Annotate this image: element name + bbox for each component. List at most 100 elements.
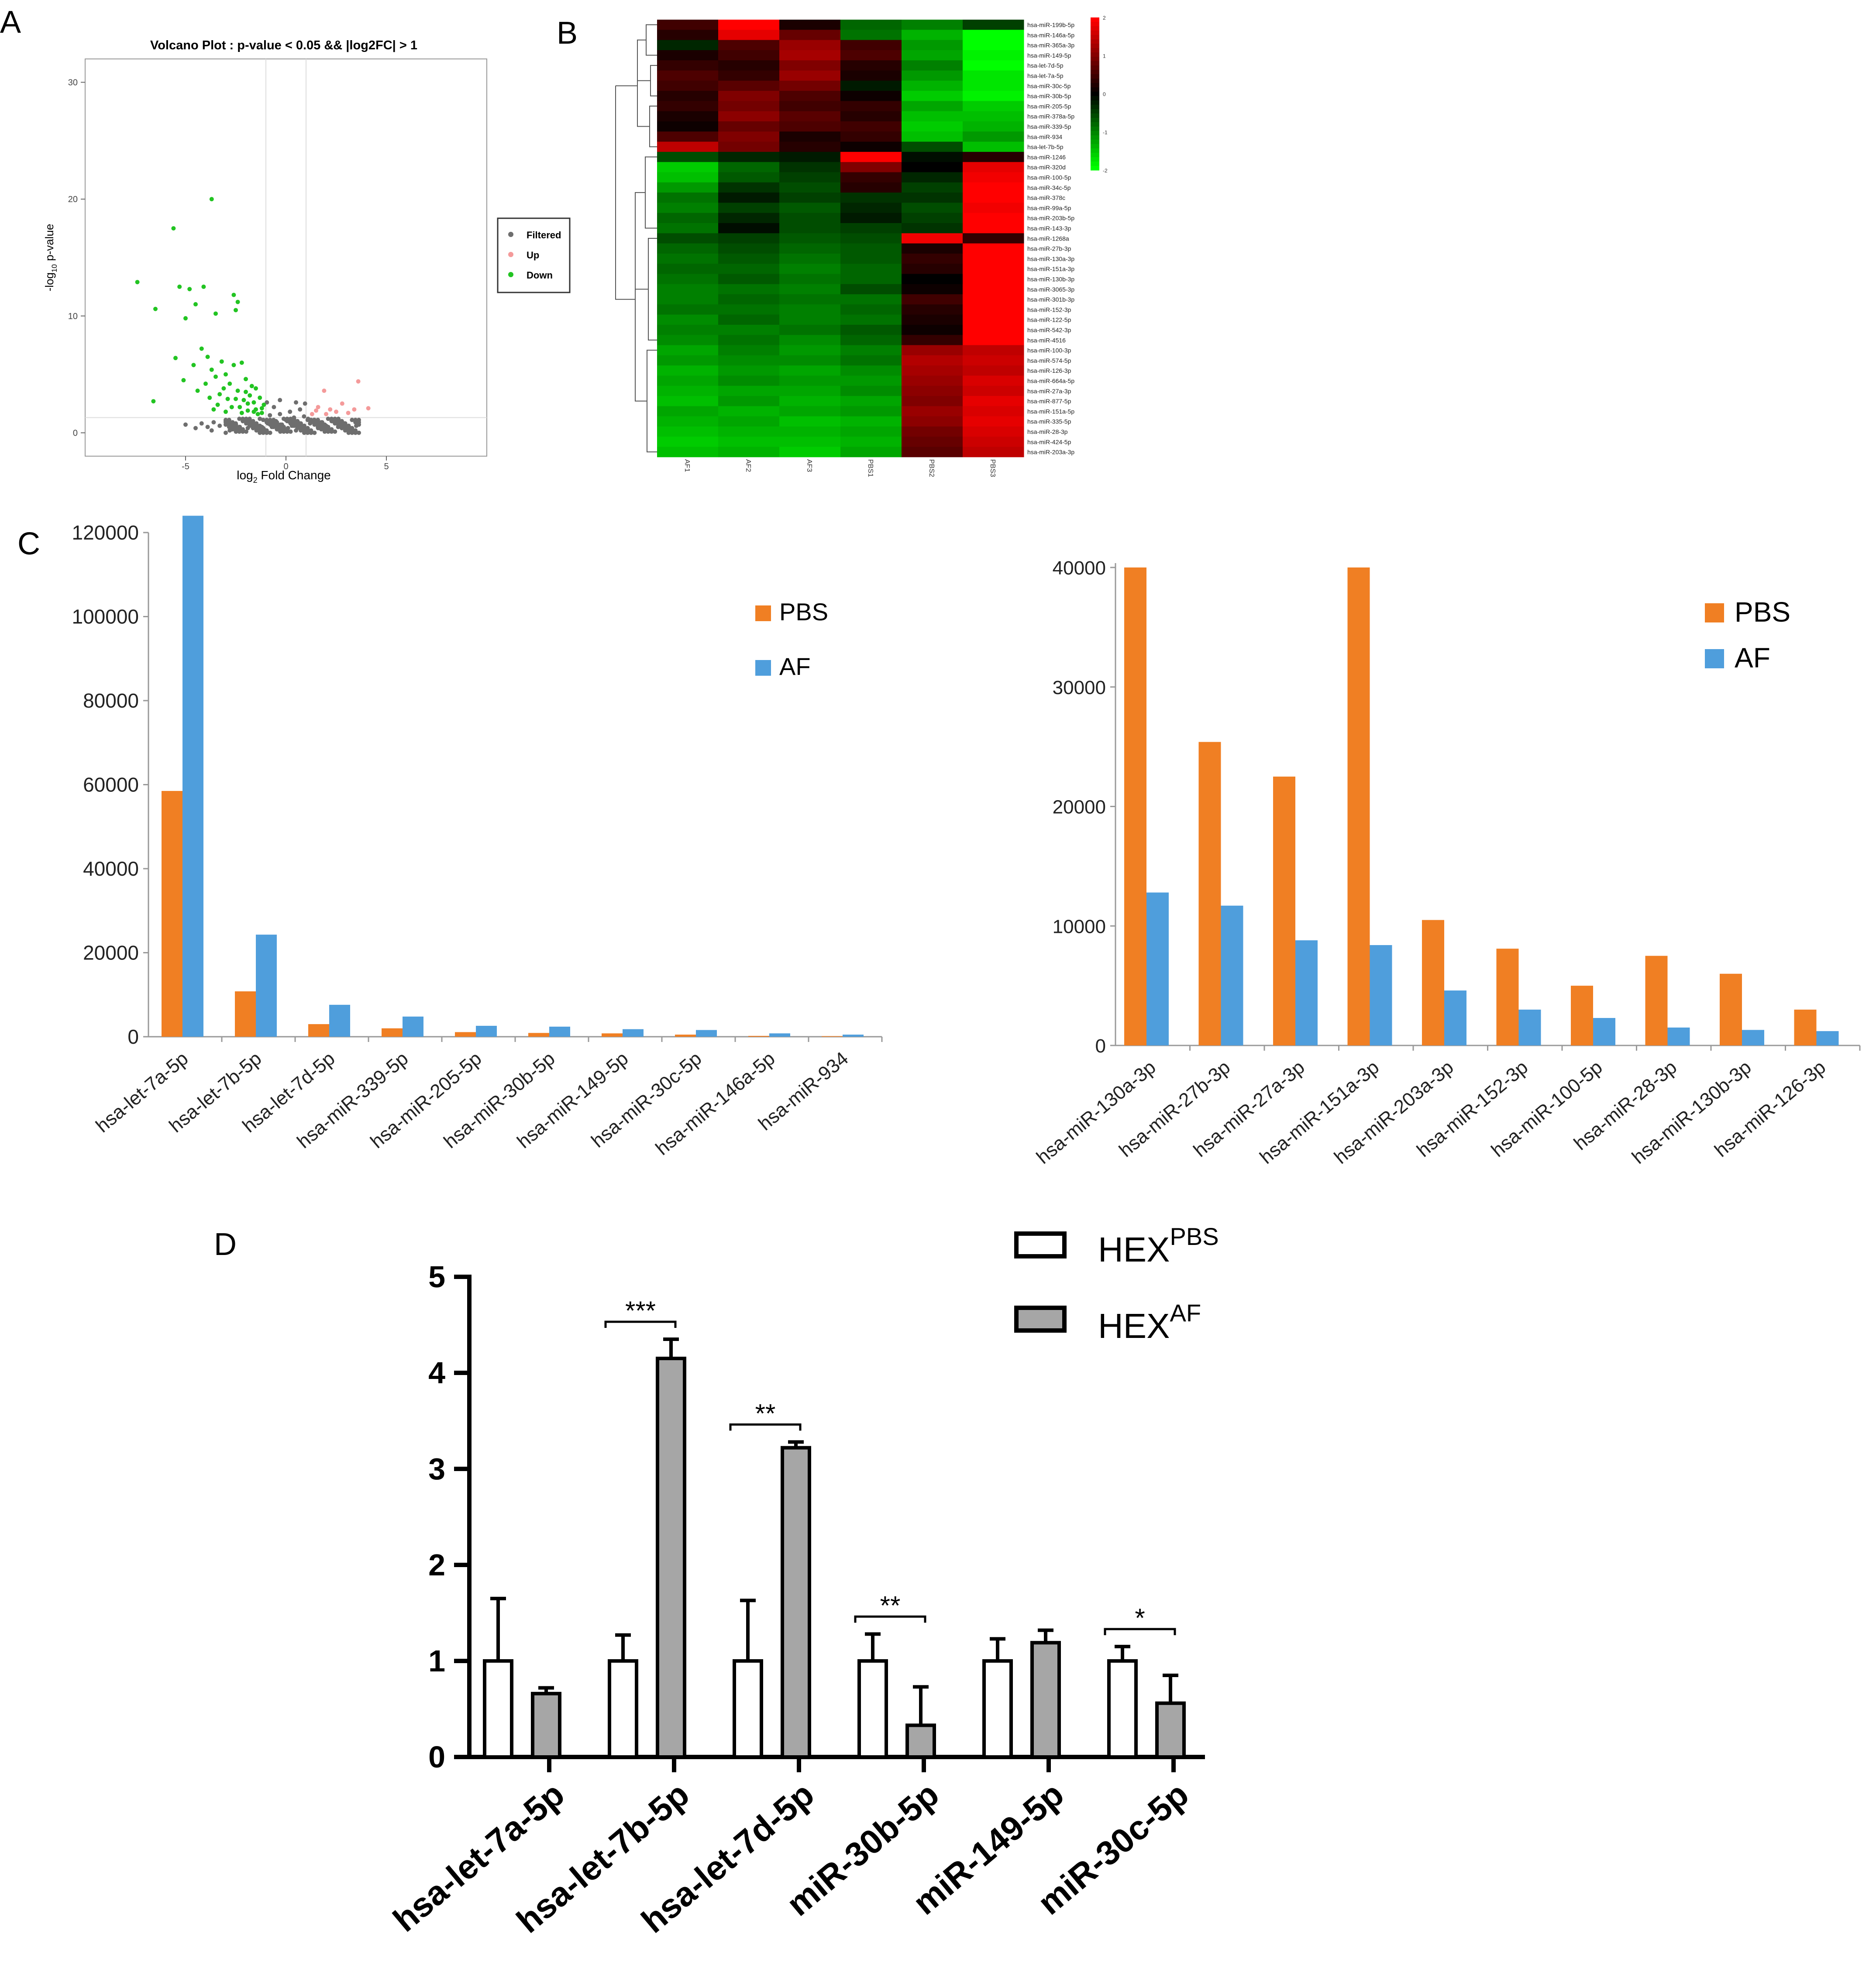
heatmap-cell (902, 437, 963, 447)
filtered-point (343, 428, 348, 433)
colorbar-step (1091, 96, 1099, 101)
heatmap-cell (657, 233, 719, 244)
heatmap-cell (963, 20, 1024, 30)
bar-af (1146, 892, 1169, 1045)
y-tick-label: 10000 (1053, 916, 1106, 937)
heatmap-cell (779, 304, 841, 315)
bar-af (403, 1016, 423, 1037)
heatmap-row-label: hsa-miR-203a-3p (1027, 449, 1074, 456)
filtered-point (294, 400, 298, 405)
heatmap-cell (902, 121, 963, 132)
bar-af (256, 935, 277, 1037)
colorbar-step (1091, 57, 1099, 62)
heatmap-cell (963, 365, 1024, 376)
significance-bracket (1104, 1628, 1176, 1635)
legend-hex-af-label: HEXAF (1098, 1299, 1201, 1345)
significance-label: ** (755, 1399, 776, 1428)
colorbar-step (1091, 109, 1099, 114)
colorbar-step (1091, 140, 1099, 144)
filtered-point (230, 427, 235, 432)
y-tick-label: 20000 (1053, 797, 1106, 818)
dendrogram-branch (645, 156, 657, 229)
heatmap-cell (963, 345, 1024, 356)
heatmap-cell (779, 264, 841, 274)
up-point (356, 379, 361, 384)
heatmap-cell (779, 416, 841, 427)
heatmap-cell (718, 233, 780, 244)
heatmap-row-label: hsa-miR-301b-3p (1027, 296, 1074, 303)
down-point (219, 359, 224, 364)
filtered-point (312, 422, 317, 427)
heatmap-row-label: hsa-miR-151a-5p (1027, 408, 1074, 415)
filtered-point (319, 427, 324, 432)
heatmap-cell (902, 355, 963, 366)
heatmap-cell (779, 182, 841, 193)
y-tick-label: 0 (73, 428, 78, 438)
down-point (211, 407, 216, 412)
legend-pbs-marker (755, 605, 771, 621)
down-point (248, 393, 252, 398)
heatmap-cell (657, 385, 719, 396)
dendrogram-branch (635, 192, 647, 402)
heatmap-cell (963, 325, 1024, 335)
heatmap-cell (779, 172, 841, 183)
down-point (239, 360, 244, 365)
heatmap-cell (779, 447, 841, 457)
heatmap-cell (902, 284, 963, 295)
colorbar-step (1091, 113, 1099, 118)
heatmap-cell (779, 91, 841, 101)
filtered-point (254, 428, 259, 433)
y-tick-label: 20 (68, 195, 78, 204)
heatmap-cell (902, 91, 963, 101)
heatmap-row-label: hsa-miR-199b-5p (1027, 21, 1074, 28)
y-tick-label: 120000 (72, 521, 139, 544)
heatmap-cell (840, 345, 902, 356)
heatmap-cell (657, 284, 719, 295)
down-point (251, 409, 256, 414)
heatmap-cell (718, 447, 780, 457)
heatmap-cell (718, 70, 780, 81)
bar-pbs (528, 1033, 549, 1037)
heatmap-cell (840, 111, 902, 122)
heatmap-cell (840, 40, 902, 51)
filtered-point (305, 418, 310, 423)
filtered-point (258, 416, 262, 421)
heatmap-cell (902, 365, 963, 376)
legend-hex-af-marker (1014, 1306, 1067, 1333)
heatmap-cell (840, 193, 902, 203)
heatmap-cell (963, 223, 1024, 234)
heatmap-cell (902, 70, 963, 81)
heatmap-cell (657, 91, 719, 101)
colorbar-step (1091, 65, 1099, 70)
heatmap-cell (963, 101, 1024, 112)
heatmap-cell (657, 406, 719, 417)
heatmap-cell (657, 131, 719, 142)
x-tick-label: -5 (182, 462, 189, 471)
heatmap-cell (718, 406, 780, 417)
filtered-point (336, 423, 341, 428)
heatmap-cell (718, 182, 780, 193)
heatmap-col-label: AF1 (683, 459, 691, 472)
bar-af (329, 1004, 350, 1037)
bar-af (549, 1026, 570, 1037)
heatmap-cell (902, 141, 963, 152)
heatmap-cell (718, 264, 780, 274)
heatmap-cell (718, 40, 780, 51)
heatmap-row-label: hsa-miR-335-5p (1027, 418, 1071, 425)
heatmap-cell (902, 314, 963, 325)
heatmap-cell (718, 121, 780, 132)
heatmap-cell (657, 172, 719, 183)
heatmap-cell (718, 80, 780, 91)
up-point (346, 410, 351, 415)
volcano-ylabel: -log10 p-value (43, 224, 59, 292)
bar-af (1742, 1030, 1764, 1045)
legend-up-marker (508, 252, 513, 257)
bar-pbs (602, 1033, 623, 1037)
heatmap-cell (840, 365, 902, 376)
heatmap-cell (840, 60, 902, 71)
heatmap-cell (657, 243, 719, 254)
filtered-point (309, 420, 313, 425)
heatmap-cell (718, 304, 780, 315)
colorbar-step (1091, 127, 1099, 131)
